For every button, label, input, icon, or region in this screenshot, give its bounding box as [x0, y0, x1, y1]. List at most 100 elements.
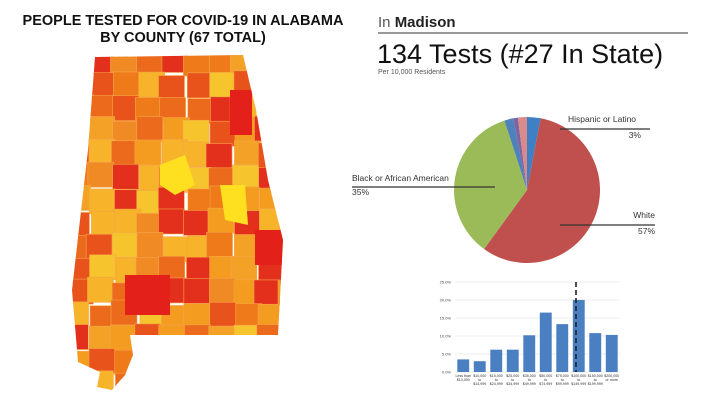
county: [259, 208, 283, 234]
bar: [556, 324, 569, 372]
x-tick-label-box: $15,000 to $24,999: [490, 374, 503, 386]
county: [89, 188, 116, 215]
x-tick-label-box: $150,000 to $199,999: [588, 374, 603, 386]
county: [233, 324, 261, 351]
x-tick-label-box: Less than $10,000: [455, 374, 472, 383]
county: [136, 232, 164, 258]
county: [253, 350, 281, 377]
county: [209, 301, 237, 328]
county: [158, 208, 185, 235]
x-tick-label-box: $35,000 to $49,999: [522, 374, 536, 387]
y-tick-label: 5.0%: [442, 351, 452, 356]
county: [258, 142, 283, 169]
bar: [490, 349, 503, 372]
county: [254, 115, 281, 142]
county: [220, 185, 248, 225]
county: [234, 140, 261, 167]
bar: [589, 333, 602, 372]
x-tick-label-box: $50,000 to $74,999: [539, 374, 553, 387]
x-tick-label-box: $10,000 to $14,999: [473, 374, 487, 387]
county: [210, 347, 237, 374]
county: [278, 55, 283, 75]
county: [184, 324, 211, 351]
pie-value-label: 57%: [638, 226, 655, 236]
pie-value-label: 35%: [352, 187, 369, 197]
county: [209, 277, 236, 304]
y-tick-label: 20.0%: [440, 297, 452, 302]
pie-value-label: 3%: [629, 130, 642, 140]
pie-slice: [453, 120, 527, 250]
county: [134, 323, 162, 350]
county: [281, 350, 283, 376]
alabama-map: [72, 55, 310, 390]
county: [183, 345, 211, 372]
county: [162, 346, 189, 372]
county: [183, 278, 211, 304]
x-tick-label-box: $100,000 to $149,999: [571, 374, 586, 386]
county: [87, 277, 114, 303]
charts: Hispanic or Latino 3% White 57% Black or Afr…: [352, 114, 655, 387]
county: [282, 120, 283, 147]
county: [282, 94, 283, 120]
y-tick-label: 25.0%: [440, 279, 452, 284]
county: [88, 139, 116, 165]
county: [205, 143, 233, 169]
county: [112, 71, 140, 98]
county: [253, 374, 281, 390]
x-tick-label-box: $200,000 or more: [604, 374, 620, 383]
county: [253, 279, 281, 306]
county: [72, 185, 91, 211]
county: [72, 235, 90, 261]
pie-slice: [504, 118, 527, 190]
county: [185, 370, 212, 390]
county: [158, 324, 185, 351]
county: [115, 372, 142, 390]
county: [134, 139, 162, 166]
x-tick-label: $10,000 to $14,999: [473, 374, 487, 387]
prefix: In: [378, 14, 391, 31]
pie-label: White: [633, 210, 655, 220]
tests-heading: 134 Tests (#27 In State): [377, 39, 663, 69]
y-tick-label: 10.0%: [440, 333, 452, 338]
county: [72, 212, 90, 238]
county: [72, 117, 89, 144]
county: [125, 275, 170, 315]
county: [114, 349, 141, 376]
county: [72, 324, 89, 350]
pie-slice: [484, 118, 600, 263]
county: [254, 95, 282, 121]
county: [72, 94, 95, 121]
x-tick-label: $50,000 to $74,999: [539, 374, 553, 387]
pie-slice: [517, 117, 527, 190]
header-prefix: In Madison: [378, 14, 456, 31]
x-tick-label: $25,000 to $34,999: [506, 374, 520, 387]
county: [279, 300, 283, 327]
x-tick-label: $200,000 or more: [604, 374, 620, 383]
county: [111, 140, 138, 167]
county: [256, 324, 283, 350]
county: [183, 55, 210, 77]
county: [88, 348, 116, 374]
county: [87, 161, 115, 188]
x-tick-label: Less than $10,000: [455, 374, 472, 383]
county: [230, 255, 258, 282]
x-tick-label: $35,000 to $49,999: [522, 374, 536, 387]
county: [284, 166, 310, 191]
pie-label: Hispanic or Latino: [568, 114, 636, 124]
county: [88, 116, 115, 142]
county: [111, 232, 139, 258]
county: [89, 254, 116, 281]
bar: [473, 361, 486, 372]
county: [112, 163, 139, 190]
county: [206, 371, 233, 390]
county: [72, 162, 89, 188]
bar: [539, 312, 552, 372]
county: [158, 75, 185, 101]
county: [72, 55, 92, 76]
county: [72, 71, 93, 97]
county: [158, 373, 186, 390]
bar: [523, 335, 536, 372]
county: [279, 326, 283, 352]
county: [232, 348, 260, 374]
county: [72, 139, 92, 165]
